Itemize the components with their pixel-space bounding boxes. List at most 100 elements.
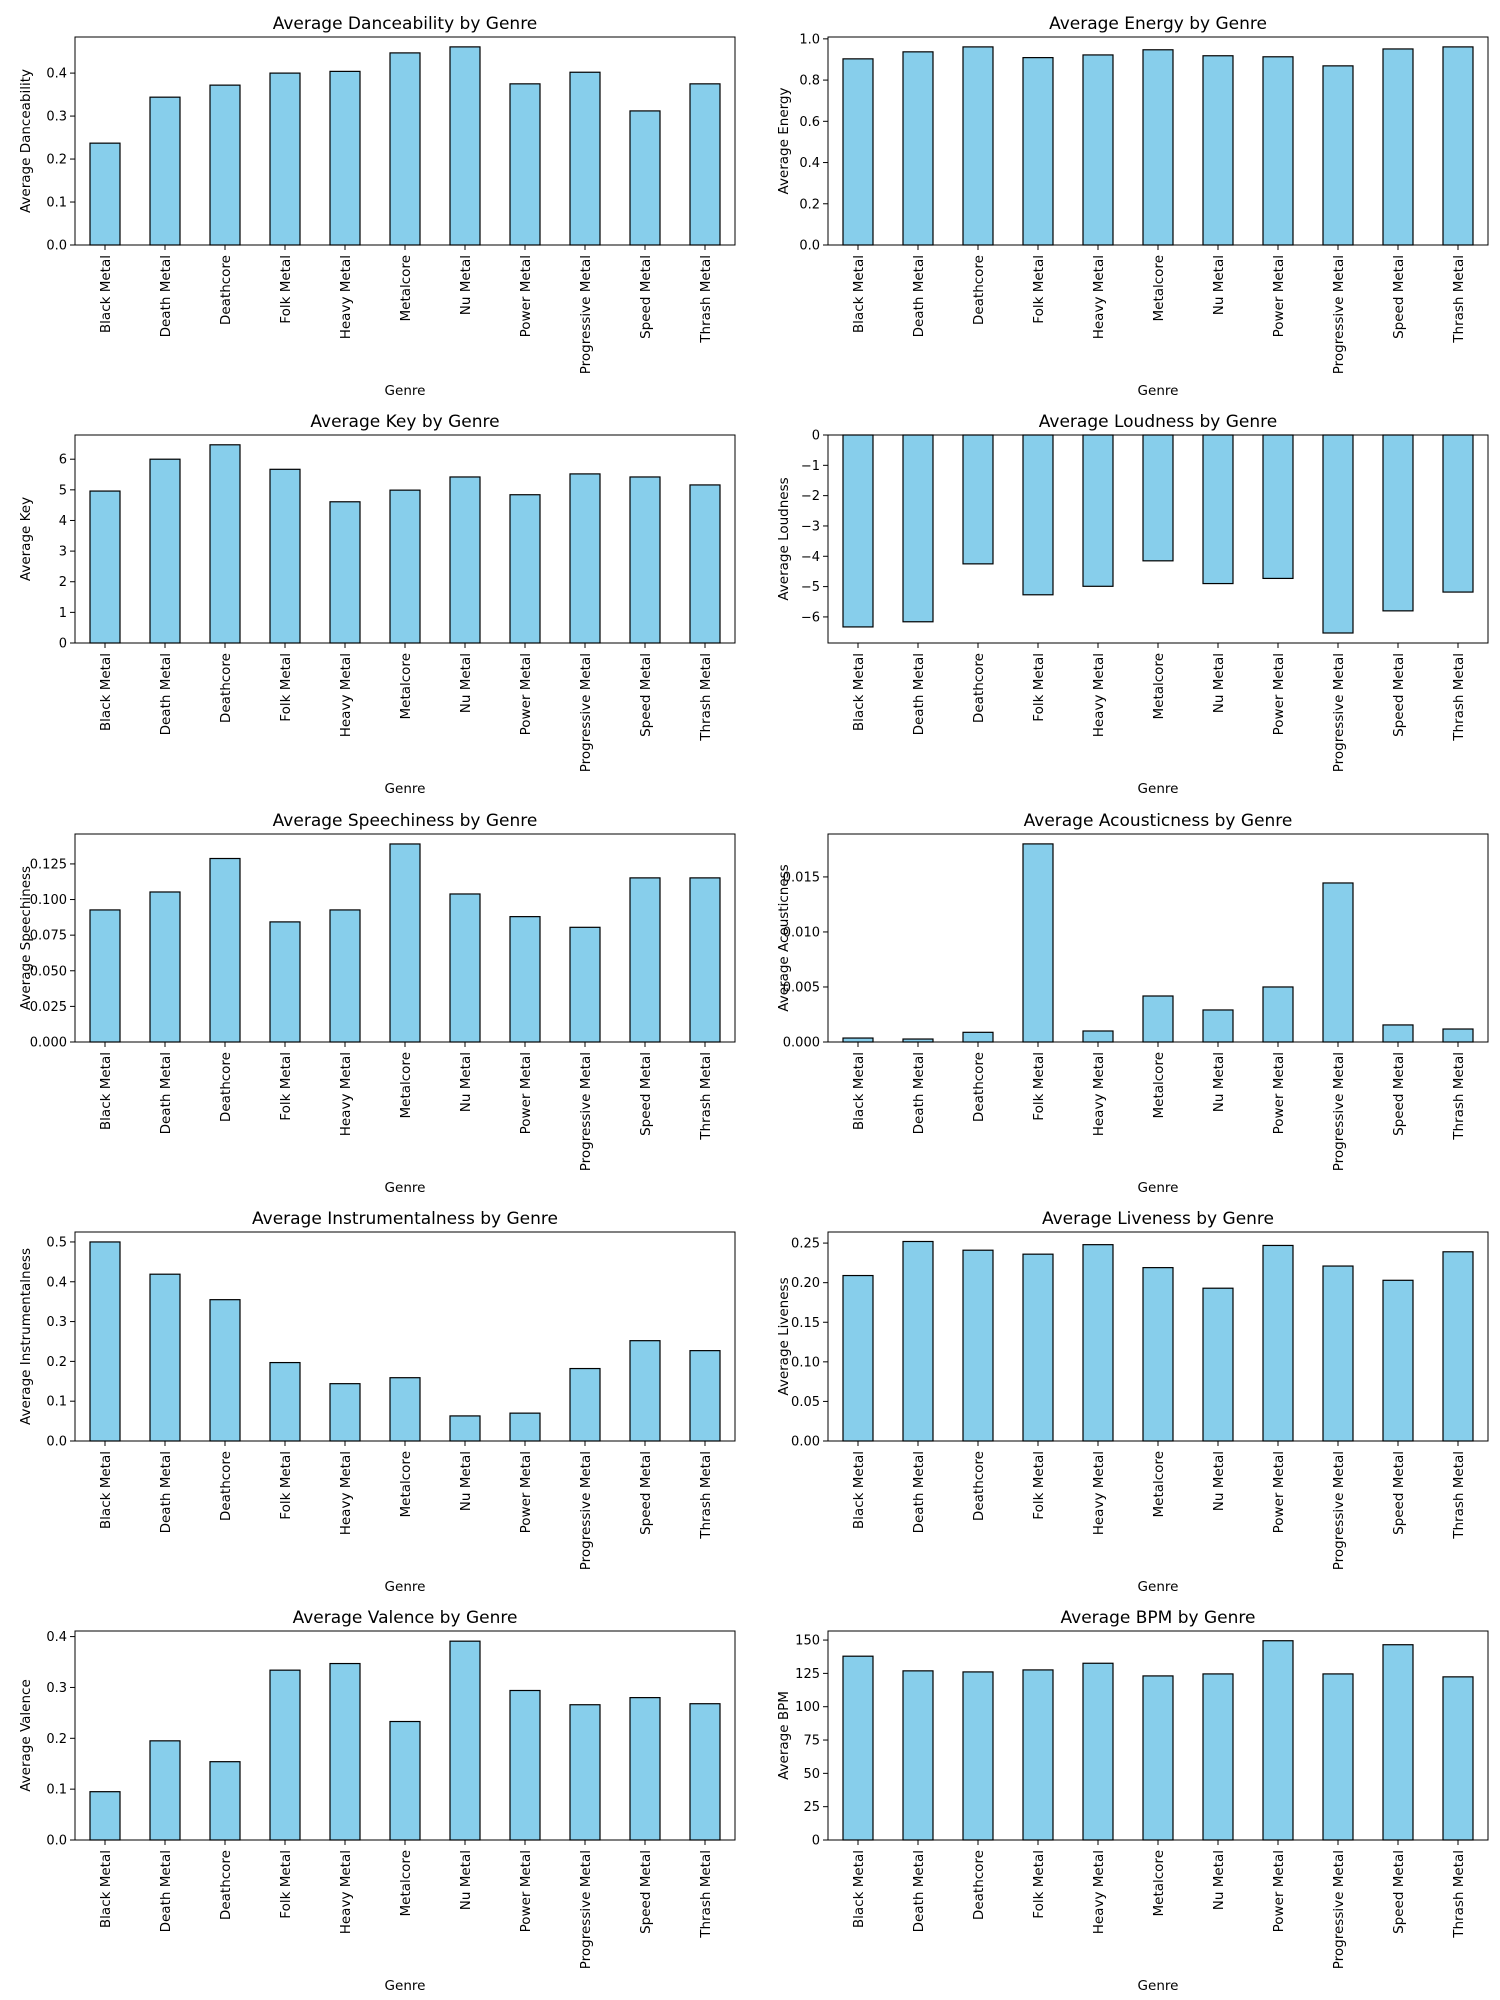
x-tick-label: Folk Metal — [278, 1451, 294, 1520]
bar-speed-metal — [629, 1340, 661, 1442]
x-tick-label: Metalcore — [1151, 1052, 1167, 1119]
y-tick-label: 125 — [795, 1667, 820, 1682]
y-tick-label: 2 — [59, 575, 67, 590]
bar-heavy-metal — [1082, 54, 1114, 246]
y-tick-label: 0.4 — [799, 156, 820, 171]
x-tick-label: Heavy Metal — [338, 1451, 354, 1535]
bar-thrash-metal — [689, 484, 721, 644]
x-tick-label: Speed Metal — [638, 1052, 654, 1136]
x-tick-label: Death Metal — [158, 1052, 174, 1134]
bar-folk-metal — [269, 1669, 301, 1841]
bar-speed-metal — [629, 1697, 661, 1841]
bar-progressive-metal — [569, 1704, 601, 1841]
x-tick-label: Metalcore — [398, 1451, 414, 1518]
y-axis-label: Average Acousticness — [776, 864, 792, 1011]
x-tick-label: Heavy Metal — [1091, 255, 1107, 339]
y-tick-label: 0.025 — [30, 1000, 67, 1015]
y-axis-label: Average Key — [18, 497, 34, 581]
x-tick-label: Deathcore — [218, 1451, 234, 1521]
chart-panel-5: Average Speechiness by Genre 0.000 0.025 0.… — [18, 811, 736, 1196]
bar-thrash-metal — [1442, 434, 1474, 593]
x-tick-label: Power Metal — [1271, 1052, 1287, 1134]
bar-death-metal — [149, 1273, 181, 1442]
bar-deathcore — [962, 1249, 994, 1442]
bar-black-metal — [89, 1791, 121, 1841]
x-tick-label: Speed Metal — [1391, 1451, 1407, 1535]
bar-death-metal — [149, 96, 181, 246]
bar-heavy-metal — [1082, 1030, 1114, 1043]
bar-progressive-metal — [1322, 434, 1354, 634]
y-tick-label: 0.010 — [783, 925, 820, 940]
x-tick-label: Nu Metal — [1211, 255, 1227, 315]
bar-thrash-metal — [1442, 46, 1474, 246]
bar-nu-metal — [1202, 434, 1234, 585]
x-tick-label: Death Metal — [911, 1052, 927, 1134]
bar-folk-metal — [1022, 57, 1054, 246]
bar-folk-metal — [269, 1361, 301, 1442]
chart-panel-2: Average Energy by Genre 0.0 0.2 0.4 0.6 0.8 1.… — [776, 14, 1489, 399]
bar-metalcore — [1142, 1675, 1174, 1841]
y-tick-label: 0.20 — [791, 1276, 820, 1291]
y-tick-label: 0 — [59, 637, 67, 652]
bar-black-metal — [89, 909, 121, 1043]
bar-speed-metal — [629, 476, 661, 644]
y-tick-label: 3 — [59, 545, 67, 560]
y-tick-label: 0.3 — [46, 110, 67, 125]
bar-nu-metal — [449, 476, 481, 644]
x-tick-label: Nu Metal — [458, 1850, 474, 1910]
y-tick-label: 0.8 — [799, 74, 820, 89]
bar-death-metal — [149, 891, 181, 1043]
x-tick-label: Speed Metal — [1391, 653, 1407, 737]
x-tick-label: Nu Metal — [458, 255, 474, 315]
x-tick-label: Deathcore — [218, 653, 234, 723]
bar-speed-metal — [1382, 1279, 1414, 1442]
bar-black-metal — [89, 490, 121, 644]
x-tick-label: Death Metal — [911, 1451, 927, 1533]
y-tick-label: 0.15 — [791, 1316, 820, 1331]
bar-deathcore — [962, 1671, 994, 1841]
x-tick-label: Thrash Metal — [1451, 255, 1467, 344]
x-tick-label: Death Metal — [158, 255, 174, 337]
x-tick-label: Thrash Metal — [1451, 1850, 1467, 1939]
chart-title: Average Key by Genre — [310, 412, 499, 432]
x-axis-label: Genre — [1138, 781, 1179, 797]
bar-thrash-metal — [1442, 1676, 1474, 1841]
x-tick-label: Thrash Metal — [1451, 1052, 1467, 1141]
x-tick-label: Black Metal — [98, 1451, 114, 1529]
bar-deathcore — [209, 1299, 241, 1442]
x-axis-label: Genre — [1138, 383, 1179, 399]
chart-title: Average Instrumentalness by Genre — [252, 1209, 558, 1229]
x-tick-label: Thrash Metal — [698, 1850, 714, 1939]
bar-death-metal — [902, 51, 934, 246]
x-tick-label: Folk Metal — [1031, 1451, 1047, 1520]
x-tick-label: Folk Metal — [1031, 255, 1047, 324]
y-tick-label: 0.2 — [46, 1355, 67, 1370]
x-tick-label: Power Metal — [1271, 1850, 1287, 1932]
y-tick-label: 0.5 — [46, 1235, 67, 1250]
x-tick-label: Black Metal — [851, 1850, 867, 1928]
bar-nu-metal — [1202, 1287, 1234, 1442]
bar-death-metal — [149, 1740, 181, 1841]
y-tick-label: 0.000 — [783, 1036, 820, 1051]
bar-progressive-metal — [1322, 1265, 1354, 1442]
y-tick-label: 0.3 — [46, 1315, 67, 1330]
x-tick-label: Nu Metal — [458, 653, 474, 713]
y-tick-label: 0.075 — [30, 929, 67, 944]
bar-black-metal — [842, 434, 874, 628]
bar-black-metal — [89, 1241, 121, 1442]
bar-metalcore — [1142, 434, 1174, 562]
y-axis-label: Average BPM — [776, 1691, 792, 1780]
y-tick-label: −4 — [801, 550, 820, 565]
bar-metalcore — [389, 1720, 421, 1841]
bar-progressive-metal — [1322, 65, 1354, 246]
bar-heavy-metal — [1082, 434, 1114, 587]
bar-metalcore — [1142, 1267, 1174, 1442]
x-tick-label: Folk Metal — [278, 1052, 294, 1121]
bar-power-metal — [1262, 986, 1294, 1043]
x-tick-label: Progressive Metal — [1331, 1850, 1347, 1969]
bar-heavy-metal — [329, 1662, 361, 1841]
bar-folk-metal — [269, 921, 301, 1043]
bar-power-metal — [509, 83, 541, 246]
x-tick-label: Thrash Metal — [1451, 653, 1467, 742]
bar-deathcore — [962, 46, 994, 246]
